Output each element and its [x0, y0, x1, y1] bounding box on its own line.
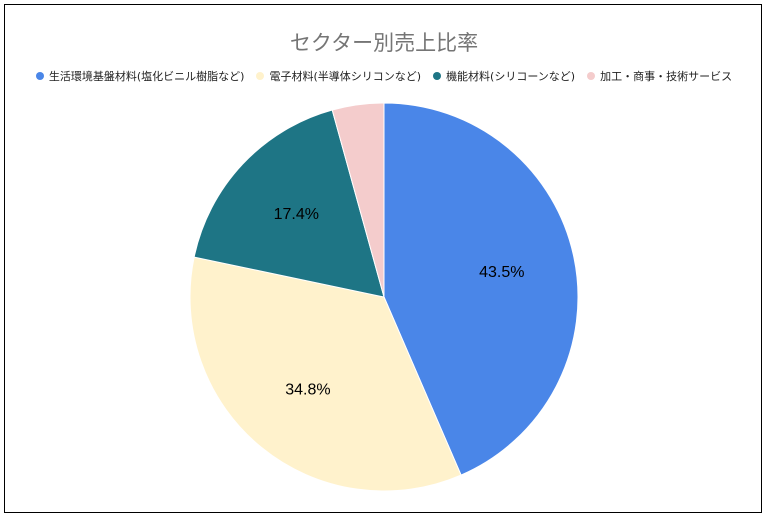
- legend-label: 生活環境基盤材料(塩化ビニル樹脂など): [48, 70, 245, 83]
- legend-marker: [35, 72, 44, 80]
- legend-item: 生活環境基盤材料(塩化ビニル樹脂など): [35, 68, 245, 84]
- legend-item: 電子材料(半導体シリコンなど): [256, 68, 421, 84]
- pie-slice: [189, 256, 462, 492]
- chart-title: セクター別売上比率: [289, 31, 479, 55]
- legend-label: 機能材料(シリコーンなど): [446, 70, 576, 83]
- legend-marker: [433, 72, 442, 80]
- pie-slice: [193, 109, 385, 298]
- slice-data-label: 17.4%: [274, 206, 319, 223]
- pie-slice: [383, 102, 579, 476]
- slice-data-label: 43.5%: [479, 264, 524, 281]
- legend-marker: [587, 72, 596, 80]
- legend-label: 加工・商事・技術サービス: [600, 70, 733, 83]
- slice-data-label: 34.8%: [285, 381, 330, 398]
- pie-slice: [331, 102, 385, 298]
- legend-marker: [256, 72, 265, 80]
- legend-item: 機能材料(シリコーンなど): [433, 68, 575, 84]
- legend-label: 電子材料(半導体シリコンなど): [269, 70, 422, 83]
- chart-legend: 生活環境基盤材料(塩化ビニル樹脂など) 電子材料(半導体シリコンなど) 機能材料…: [0, 68, 768, 84]
- legend-item: 加工・商事・技術サービス: [587, 68, 732, 84]
